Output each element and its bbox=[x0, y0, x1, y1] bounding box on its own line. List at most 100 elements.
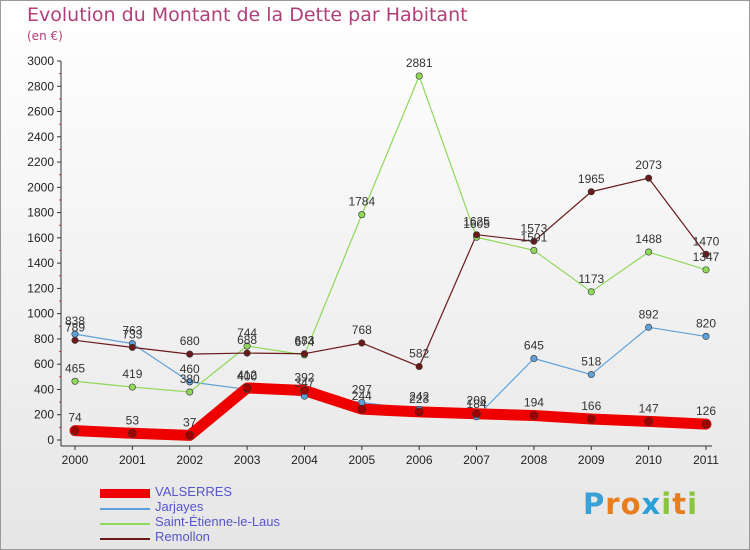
data-point bbox=[645, 323, 653, 331]
data-point bbox=[530, 246, 538, 254]
x-tick-label: 2011 bbox=[693, 453, 719, 467]
data-label: 1173 bbox=[578, 272, 604, 286]
data-label: 184 bbox=[467, 397, 487, 411]
y-tick-label: 2200 bbox=[27, 155, 54, 169]
data-point bbox=[472, 409, 481, 419]
logo-letter: t bbox=[672, 487, 688, 521]
data-label: 460 bbox=[180, 362, 200, 376]
x-tick-label: 2000 bbox=[62, 453, 89, 467]
data-point bbox=[186, 378, 194, 386]
data-label: 392 bbox=[294, 370, 314, 384]
legend-swatch bbox=[100, 489, 150, 498]
data-point bbox=[186, 350, 194, 358]
data-point bbox=[414, 407, 424, 417]
data-label: 744 bbox=[237, 326, 257, 340]
x-tick-label: 2001 bbox=[119, 453, 146, 467]
data-label: 208 bbox=[467, 394, 487, 408]
logo-letter: i bbox=[661, 487, 673, 521]
data-label: 768 bbox=[352, 323, 372, 337]
data-point bbox=[587, 288, 595, 296]
data-label: 2073 bbox=[635, 158, 662, 172]
data-point bbox=[701, 419, 711, 429]
y-tick-label: 2400 bbox=[27, 130, 54, 144]
logo-letter: i bbox=[687, 487, 699, 521]
y-tick-label: 1200 bbox=[27, 281, 54, 295]
proxiti-logo: Proxiti bbox=[583, 487, 698, 521]
y-tick-label: 800 bbox=[34, 332, 54, 346]
data-point bbox=[71, 377, 79, 385]
chart-subtitle: (en €) bbox=[27, 29, 63, 43]
legend-label: Saint-Étienne-le-Laus bbox=[155, 514, 281, 529]
data-label: 892 bbox=[639, 307, 659, 321]
x-tick-label: 2003 bbox=[234, 453, 261, 467]
data-point bbox=[300, 386, 309, 395]
legend-swatch bbox=[100, 538, 150, 540]
data-label: 518 bbox=[581, 355, 601, 369]
data-label: 1488 bbox=[635, 232, 662, 246]
data-point bbox=[357, 404, 367, 414]
legend-swatch bbox=[100, 523, 150, 525]
data-label: 1605 bbox=[463, 217, 490, 231]
logo-letter: P bbox=[583, 487, 606, 521]
data-point bbox=[128, 343, 136, 351]
data-point bbox=[128, 429, 137, 438]
y-tick-label: 1400 bbox=[27, 256, 54, 270]
data-label: 838 bbox=[65, 314, 85, 328]
data-label: 147 bbox=[639, 401, 659, 415]
data-point bbox=[645, 174, 653, 182]
data-label: 820 bbox=[696, 316, 716, 330]
data-point bbox=[185, 431, 195, 440]
data-point bbox=[358, 339, 366, 347]
logo-letter: r bbox=[605, 487, 621, 521]
y-tick-label: 3000 bbox=[27, 54, 54, 68]
data-label: 297 bbox=[352, 382, 372, 396]
y-tick-label: 2800 bbox=[27, 79, 54, 93]
data-point bbox=[358, 211, 366, 219]
data-label: 688 bbox=[237, 333, 257, 347]
x-tick-label: 2004 bbox=[291, 453, 318, 467]
x-tick-label: 2006 bbox=[406, 453, 433, 467]
data-label: 74 bbox=[68, 411, 82, 425]
series-line bbox=[74, 75, 707, 393]
data-point bbox=[71, 336, 79, 344]
data-label: 1573 bbox=[521, 221, 548, 235]
data-label: 2881 bbox=[406, 56, 433, 70]
data-label: 645 bbox=[524, 339, 544, 353]
y-tick-label: 400 bbox=[34, 382, 54, 396]
legend-swatch bbox=[100, 508, 150, 510]
data-label: 1965 bbox=[578, 172, 605, 186]
data-label: 465 bbox=[65, 361, 85, 375]
data-point bbox=[644, 417, 653, 426]
series-line bbox=[74, 177, 707, 368]
data-label: 1470 bbox=[693, 234, 720, 248]
data-label: 419 bbox=[122, 367, 142, 381]
data-point bbox=[473, 231, 481, 239]
data-label: 412 bbox=[237, 368, 257, 382]
data-point bbox=[70, 426, 80, 435]
data-label: 763 bbox=[122, 324, 142, 338]
data-label: 166 bbox=[581, 399, 601, 413]
data-point bbox=[186, 388, 194, 396]
data-point bbox=[243, 349, 251, 357]
data-label: 582 bbox=[409, 346, 429, 360]
data-label: 242 bbox=[409, 389, 429, 403]
data-label: 37 bbox=[183, 415, 197, 429]
y-tick-label: 0 bbox=[47, 433, 54, 447]
logo-letter: o bbox=[620, 487, 642, 521]
x-tick-label: 2007 bbox=[463, 453, 490, 467]
data-label: 380 bbox=[180, 372, 200, 386]
data-label: 683 bbox=[294, 334, 314, 348]
data-point bbox=[415, 362, 423, 370]
data-point bbox=[587, 371, 595, 379]
y-tick-label: 2600 bbox=[27, 105, 54, 119]
data-label: 126 bbox=[696, 404, 716, 418]
data-label: 1625 bbox=[463, 215, 490, 229]
data-label: 733 bbox=[122, 327, 142, 341]
x-tick-label: 2009 bbox=[578, 453, 605, 467]
data-point bbox=[587, 188, 595, 196]
chart-title: Evolution du Montant de la Dette par Hab… bbox=[27, 4, 468, 26]
data-point bbox=[702, 266, 710, 274]
legend-label: VALSERRES bbox=[155, 484, 233, 499]
